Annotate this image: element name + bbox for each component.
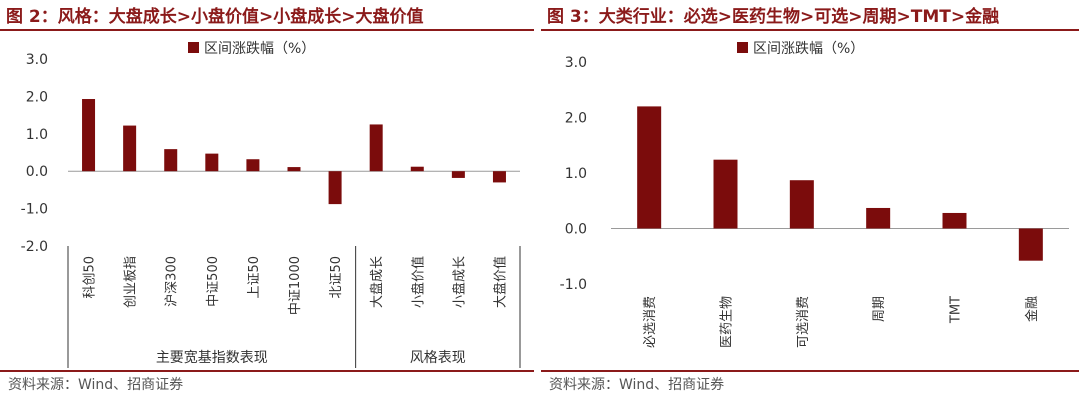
- right-title-rule: [541, 29, 1079, 31]
- legend-label: 区间涨跌幅（%）: [753, 41, 864, 57]
- y-tick-label: -1.0: [21, 202, 48, 218]
- right-chart-panel: 图 3：大类行业：必选>医药生物>可选>周期>TMT>金融 区间涨跌幅（%） 3.…: [541, 0, 1079, 406]
- bar: [789, 180, 814, 229]
- right-source-note: 资料来源：Wind、招商证券: [549, 377, 725, 393]
- right-chart-title: 图 3：大类行业：必选>医药生物>可选>周期>TMT>金融: [547, 7, 1000, 27]
- y-tick-label: 1.0: [565, 166, 587, 182]
- left-bar-chart: 区间涨跌幅（%） 3.0 2.0 1.0 0.0 -1.0 -2.0 科创50 创业板指 沪深30…: [21, 41, 521, 368]
- category-label: 创业板指: [124, 256, 139, 308]
- group-label: 主要宽基指数表现: [156, 349, 268, 366]
- legend-swatch: [737, 42, 748, 53]
- bar: [123, 125, 137, 172]
- category-label: 中证500: [206, 256, 221, 307]
- category-label: 科创50: [83, 256, 98, 299]
- left-title-rule: [0, 29, 534, 31]
- category-label: 北证50: [329, 256, 344, 299]
- bar: [246, 159, 260, 172]
- left-chart-title: 图 2：风格：大盘成长>小盘价值>小盘成长>大盘价值: [6, 7, 424, 27]
- bar: [369, 124, 383, 172]
- category-label: 周期: [872, 296, 887, 322]
- bar: [164, 149, 178, 172]
- y-tick-label: -1.0: [560, 277, 587, 293]
- y-tick-label: 2.0: [26, 89, 48, 105]
- category-label: 上证50: [247, 256, 262, 299]
- category-label: 小盘成长: [451, 256, 467, 308]
- right-bar-chart: 区间涨跌幅（%） 3.0 2.0 1.0 0.0 -1.0 必选消费 医药生物 可选消费 周期 TM…: [560, 41, 1069, 348]
- y-tick-label: 2.0: [565, 111, 587, 127]
- category-label: 可选消费: [796, 296, 811, 348]
- bar: [82, 99, 96, 172]
- bar: [451, 171, 465, 178]
- y-tick-label: 1.0: [26, 127, 48, 143]
- bar: [866, 207, 891, 229]
- chart-legend: 区间涨跌幅（%）: [188, 41, 315, 57]
- y-tick-label: 3.0: [26, 52, 48, 68]
- bar: [637, 106, 662, 229]
- bar: [942, 212, 967, 229]
- category-label: 大盘价值: [492, 256, 508, 308]
- bar: [205, 153, 219, 172]
- category-label: 小盘价值: [410, 256, 426, 308]
- y-tick-label: 0.0: [565, 222, 587, 238]
- category-label: 中证1000: [288, 256, 303, 315]
- bar: [713, 159, 738, 229]
- bar: [287, 167, 301, 172]
- bar: [410, 166, 424, 172]
- legend-label: 区间涨跌幅（%）: [204, 41, 315, 57]
- category-label: 金融: [1024, 296, 1040, 322]
- left-source-note: 资料来源：Wind、招商证券: [8, 377, 184, 393]
- category-label: 医药生物: [720, 296, 735, 348]
- left-source-rule: [0, 370, 534, 372]
- y-tick-label: -2.0: [21, 239, 48, 255]
- y-tick-label: 0.0: [26, 164, 48, 180]
- category-label: 大盘成长: [369, 256, 385, 308]
- bar: [492, 171, 506, 183]
- y-tick-label: 3.0: [565, 55, 587, 71]
- category-label: 沪深300: [164, 256, 180, 307]
- bar: [328, 171, 342, 205]
- group-label: 风格表现: [410, 350, 466, 366]
- left-chart-panel: 图 2：风格：大盘成长>小盘价值>小盘成长>大盘价值 区间涨跌幅（%） 3.0 2.…: [0, 0, 534, 406]
- legend-swatch: [188, 42, 199, 53]
- category-label: 必选消费: [643, 296, 658, 348]
- chart-legend: 区间涨跌幅（%）: [737, 41, 864, 57]
- category-label: TMT: [949, 296, 964, 324]
- bar: [1018, 228, 1043, 261]
- right-source-rule: [541, 370, 1079, 372]
